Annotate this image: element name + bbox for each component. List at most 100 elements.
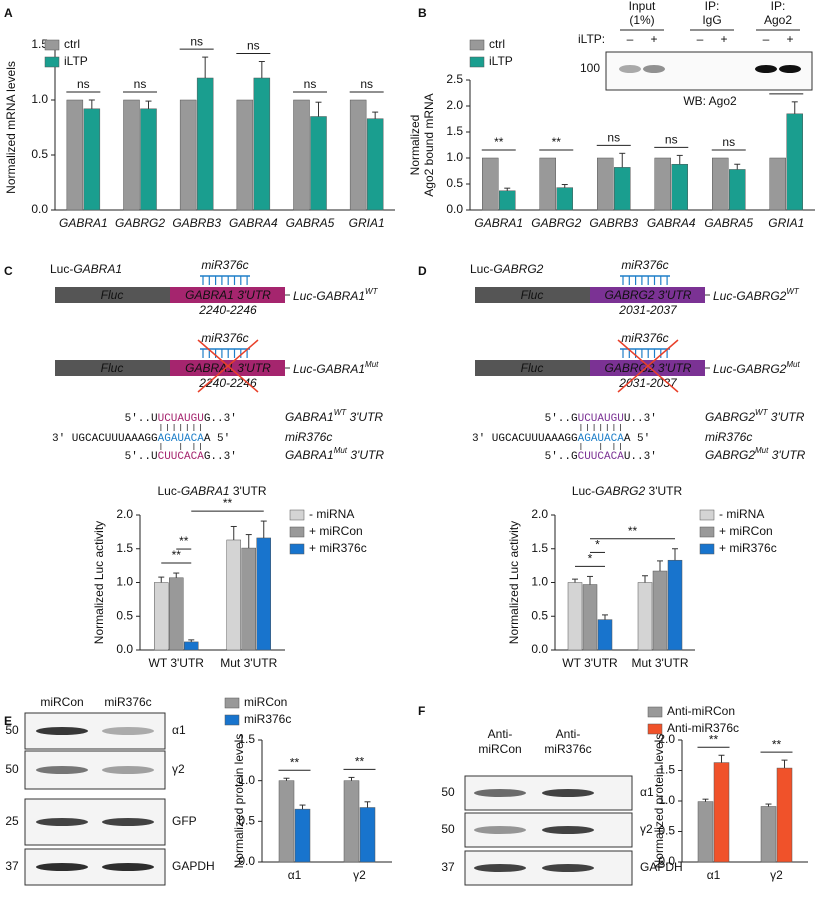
y-tick-label: 0.0: [658, 854, 675, 868]
chart-title-part: 3'UTR: [645, 484, 682, 498]
lane-label: IP:: [771, 0, 786, 13]
blot-label: α1: [640, 785, 654, 799]
blot-label: GAPDH: [640, 860, 683, 874]
alignment-label: GABRG2Mut 3'UTR: [705, 446, 806, 462]
construct-title-part: GABRG2: [493, 262, 543, 276]
lane-label: Ago2: [764, 13, 792, 27]
legend-swatch: [699, 526, 715, 538]
significance-label: ns: [247, 39, 260, 53]
legend-swatch: [289, 509, 305, 521]
sequence-part: UCUAUGU: [158, 413, 204, 425]
sequence-part: UCUAUGU: [578, 413, 624, 425]
construct-title: Luc-GABRA1: [50, 262, 122, 276]
bar: [654, 157, 671, 211]
y-tick-label: 0.5: [238, 814, 255, 828]
legend-swatch: [469, 39, 485, 51]
y-tick-label: 1.5: [658, 763, 675, 777]
construct-label-part: Mut: [786, 360, 800, 369]
y-tick-label: 1.0: [31, 92, 48, 106]
bar: [184, 641, 199, 651]
y-tick-label: 1.0: [531, 575, 548, 589]
bar: [671, 163, 688, 211]
utr-label: GABRG2 3'UTR: [605, 288, 692, 302]
utr-label: GABRA1 3'UTR: [185, 288, 271, 302]
sequence-part: CUUCACA: [578, 451, 625, 463]
y-tick-label: 1.5: [116, 541, 133, 555]
legend-label: Anti-miRCon: [667, 704, 735, 718]
x-tick-label: γ2: [353, 868, 366, 882]
fluc-label: Fluc: [101, 361, 124, 375]
bar: [482, 157, 499, 211]
x-tick-label: Mut 3'UTR: [632, 656, 689, 670]
x-tick-label: GRIA1: [349, 216, 385, 230]
utr-box: [170, 287, 285, 303]
y-tick-label: 0.5: [116, 608, 133, 622]
bar: [366, 118, 384, 211]
legend-label: + miR376c: [309, 541, 367, 555]
y-tick-label: 0.0: [31, 202, 48, 216]
blot-band: [102, 727, 154, 735]
blot-band: [542, 864, 594, 872]
lane-label: (1%): [629, 13, 654, 27]
y-tick-label: 1.0: [238, 773, 255, 787]
x-tick-label: GABRA5: [704, 216, 753, 230]
significance-label: ns: [134, 77, 147, 91]
lane-label: IgG: [702, 13, 721, 27]
significance-label: *: [595, 538, 600, 552]
lane-label: IP:: [705, 0, 720, 13]
bar: [349, 99, 367, 211]
bar: [786, 113, 803, 211]
utr-label: GABRA1 3'UTR: [185, 361, 271, 375]
blot-band: [102, 863, 154, 871]
bar: [652, 570, 668, 651]
sequence-part: A 5': [624, 433, 650, 445]
sequence: 5'..GCUUCACAU..3': [545, 451, 657, 463]
panel-letter: C: [4, 264, 13, 278]
chart-title-part: Luc-: [158, 484, 181, 498]
y-axis-label: Normalized: [408, 115, 422, 176]
legend-label: Anti-miR376c: [667, 721, 739, 735]
fluc-box: [55, 287, 170, 303]
utr-label: GABRG2 3'UTR: [605, 361, 692, 375]
sequence: 5'..GUCUAUGUU..3': [545, 413, 657, 425]
utr-box: [590, 287, 705, 303]
bar: [597, 157, 614, 211]
significance-label: **: [709, 732, 719, 746]
alignment-label-part: Mut: [334, 446, 348, 455]
molecular-weight: 37: [5, 859, 19, 873]
chart-title: Luc-GABRG2 3'UTR: [572, 484, 683, 498]
y-axis-label: Normalized Luc activity: [507, 521, 521, 644]
blot-label: GAPDH: [172, 859, 215, 873]
x-tick-label: GABRG2: [531, 216, 581, 230]
mutation-cross: [197, 339, 259, 393]
bar: [539, 157, 556, 211]
bar: [294, 808, 311, 863]
y-tick-label: 0.5: [446, 176, 463, 190]
y-tick-label: 2.0: [531, 507, 548, 521]
construct-title: Luc-GABRG2: [470, 262, 544, 276]
legend-label: + miRCon: [719, 524, 773, 538]
alignment-label-part: GABRA1: [285, 410, 334, 424]
alignment-label-part: Mut: [755, 446, 769, 455]
bar: [169, 577, 184, 651]
chart-title-part: GABRG2: [595, 484, 645, 498]
x-tick-label: GABRA4: [229, 216, 278, 230]
blot-band: [779, 65, 801, 73]
fluc-box: [55, 360, 170, 376]
blot-band: [755, 65, 777, 73]
x-tick-label: WT 3'UTR: [149, 656, 205, 670]
y-tick-label: 1.5: [446, 124, 463, 138]
treatment-sign: +: [720, 32, 727, 46]
lane-label: Input: [629, 0, 656, 13]
construct-label-part: Luc-GABRA1: [293, 362, 365, 376]
significance-label: **: [772, 737, 782, 751]
alignment-label: GABRA1WT 3'UTR: [285, 408, 383, 424]
y-tick-label: 2.0: [116, 507, 133, 521]
bar: [667, 559, 683, 651]
molecular-weight: 50: [5, 762, 19, 776]
significance-label: *: [588, 552, 593, 566]
y-tick-label: 0.0: [238, 854, 255, 868]
legend-swatch: [647, 706, 663, 718]
bar: [567, 582, 583, 651]
